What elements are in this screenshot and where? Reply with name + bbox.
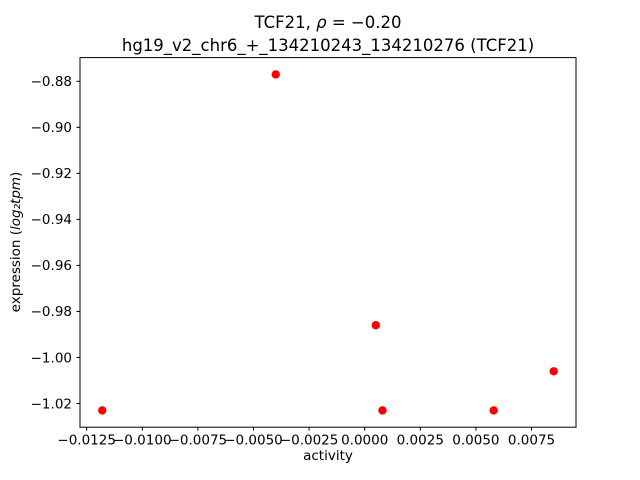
title-rho-symbol: ρ <box>316 13 327 32</box>
axes-frame <box>79 57 577 428</box>
x-tick-label: −0.0075 <box>169 433 228 449</box>
data-point <box>489 406 498 415</box>
chart-title-line1: TCF21, ρ = −0.20 <box>80 11 576 34</box>
chart-title-line2: hg19_v2_chr6_+_134210243_134210276 (TCF2… <box>121 36 535 55</box>
x-tick-label: 0.0000 <box>341 433 388 449</box>
x-tick-label: 0.0050 <box>452 433 499 449</box>
x-tick-label: −0.0050 <box>224 433 283 449</box>
y-tick-label: −0.88 <box>31 74 72 90</box>
x-tick-label: −0.0100 <box>113 433 172 449</box>
title-rho-value: = −0.20 <box>326 13 402 32</box>
y-axis-label-math: log₂tpm <box>8 176 24 230</box>
x-tick-label: −0.0125 <box>57 433 116 449</box>
x-tick-label: 0.0025 <box>397 433 444 449</box>
x-tick-label: 0.0075 <box>508 433 555 449</box>
chart-title: TCF21, ρ = −0.20 hg19_v2_chr6_+_13421024… <box>80 11 576 57</box>
y-tick-label: −0.96 <box>31 258 72 274</box>
y-tick-label: −0.94 <box>31 212 72 228</box>
data-point <box>371 321 381 330</box>
y-tick-label: −0.92 <box>31 166 72 182</box>
title-gene: TCF21, <box>254 13 317 32</box>
y-axis-label-suffix: ) <box>8 171 24 177</box>
y-tick-label: −1.00 <box>31 350 72 366</box>
data-point <box>271 70 280 79</box>
data-point <box>549 367 558 376</box>
y-tick-label: −0.98 <box>31 304 72 320</box>
y-tick-label: −1.02 <box>31 396 72 412</box>
y-tick-label: −0.90 <box>31 120 72 136</box>
data-point <box>98 406 107 415</box>
data-point <box>378 406 387 415</box>
x-axis-label: activity <box>303 448 353 464</box>
y-axis-label-prefix: expression ( <box>8 229 24 313</box>
x-tick-label: −0.0025 <box>280 433 339 449</box>
y-axis-label: expression (log₂tpm) <box>8 172 24 313</box>
